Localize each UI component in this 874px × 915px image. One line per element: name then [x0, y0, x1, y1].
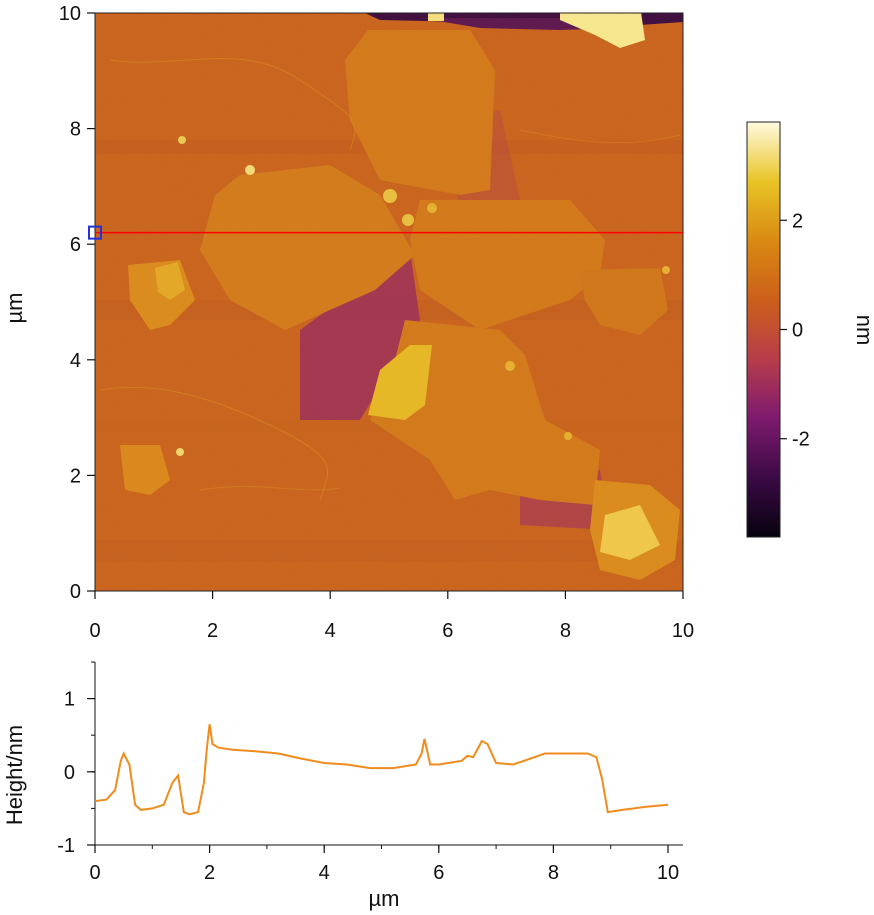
- colorbar-tick-label: 2: [792, 210, 803, 232]
- profile-x-tick-label: 0: [89, 862, 100, 884]
- map-x-tick-label: 0: [89, 620, 100, 642]
- profile-series-line: [94, 724, 669, 816]
- map-texture: [95, 13, 683, 591]
- profile-y-axis-label: Height/nm: [2, 725, 27, 825]
- profile-marker[interactable]: [88, 225, 102, 240]
- map-y-tick-label: 6: [70, 234, 81, 256]
- map-x-axis: 0 2 4 6 8 10: [89, 591, 694, 642]
- colorbar: [746, 121, 781, 538]
- profile-y-tick-label: 0: [64, 762, 75, 784]
- profile-x-tick-label: 2: [204, 862, 215, 884]
- height-map: [95, 13, 683, 591]
- profile-x-tick-label: 8: [548, 862, 559, 884]
- map-frame: [94, 12, 684, 592]
- profile-y-tick-label: 1: [64, 689, 75, 711]
- map-y-axis-label: µm: [2, 292, 27, 323]
- map-x-tick-label: 2: [207, 620, 218, 642]
- map-y-tick-label: 2: [70, 465, 81, 487]
- profile-x-tick-label: 6: [433, 862, 444, 884]
- map-y-axis: 0 2 4 6 8 10: [59, 3, 95, 603]
- map-y-tick-label: 10: [59, 3, 81, 25]
- profile-x-axis-label: µm: [368, 886, 399, 911]
- map-y-tick-label: 8: [70, 119, 81, 141]
- profile-x-tick-label: 4: [319, 862, 330, 884]
- map-y-tick-label: 0: [70, 581, 81, 603]
- colorbar-axis: 2 0 -2: [780, 210, 810, 451]
- profile-x-tick-label: 10: [657, 862, 679, 884]
- map-x-tick-label: 6: [442, 620, 453, 642]
- map-y-tick-label: 4: [70, 350, 81, 372]
- profile-y-tick-label: -1: [57, 835, 75, 857]
- profile-y-axis: -1 0 1: [57, 661, 95, 857]
- map-x-tick-label: 8: [560, 620, 571, 642]
- colorbar-label: nm: [852, 315, 874, 346]
- map-x-tick-label: 4: [325, 620, 336, 642]
- colorbar-tick-label: -2: [792, 429, 810, 451]
- map-x-tick-label: 10: [672, 620, 694, 642]
- colorbar-tick-label: 0: [792, 320, 803, 342]
- profile-x-axis: 0 2 4 6 8 10: [89, 845, 679, 884]
